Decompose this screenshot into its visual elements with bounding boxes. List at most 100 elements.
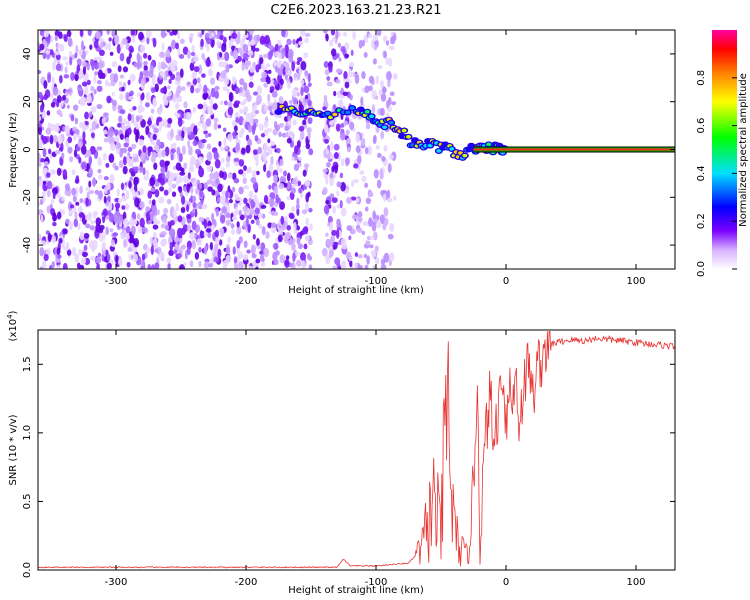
spectrogram-noise-blob (263, 194, 269, 204)
spectrogram-noise-blob (340, 157, 345, 167)
spectrogram-noise-blob (57, 135, 63, 145)
spectrogram-noise-blob (374, 256, 380, 265)
spectrogram-noise-blob (150, 264, 155, 269)
spectrogram-noise-blob (38, 142, 43, 150)
spectrogram-noise-blob (339, 200, 343, 209)
spectrogram-noise-blob (323, 60, 329, 69)
spectrogram-noise-blob (340, 181, 346, 192)
spectrogram-noise-blob (56, 192, 61, 198)
x-tick-label: -100 (365, 276, 388, 287)
spectrogram-noise-blob (213, 121, 218, 131)
spectrogram-noise-blob (115, 255, 119, 263)
spectrogram-noise-blob (267, 145, 273, 156)
spectrogram-noise-blob (145, 30, 152, 39)
spectrogram-noise-blob (256, 238, 260, 246)
spectrogram-noise-blob (335, 123, 341, 132)
spectrogram-noise-blob (253, 194, 258, 203)
spectrogram-noise-blob (157, 141, 161, 147)
spectrogram-noise-blob (65, 218, 70, 225)
spectrogram-noise-blob (284, 125, 290, 131)
spectrogram-noise-blob (209, 172, 215, 180)
spectrogram-noise-blob (288, 99, 293, 105)
ridge-blob-inner (486, 142, 492, 147)
spectrogram-noise-blob (56, 95, 62, 103)
spectrogram-noise-blob (158, 122, 163, 132)
spectrogram-noise-blob (215, 208, 220, 217)
spectrogram-noise-blob (324, 123, 329, 134)
spectrogram-noise-blob (154, 219, 160, 225)
spectrogram-noise-blob (179, 68, 184, 79)
spectrogram-noise-blob (131, 225, 136, 236)
spectrogram-noise-blob (325, 176, 329, 185)
spectrogram-noise-blob (56, 211, 62, 220)
spectrogram-noise-blob (298, 40, 304, 46)
spectrogram-noise-blob (170, 154, 174, 161)
spectrogram-noise-blob (248, 30, 254, 36)
spectrogram-noise-blob (303, 163, 310, 168)
spectrogram-noise-blob (93, 211, 99, 216)
spectrogram-noise-blob (190, 85, 195, 94)
x-tick-label: 0 (503, 276, 509, 287)
spectrogram-noise-blob (268, 44, 274, 51)
spectrogram-noise-blob (256, 34, 260, 42)
spectrogram-noise-blob (324, 138, 329, 144)
spectrogram-noise-blob (63, 74, 70, 79)
spectrogram-noise-blob (380, 92, 387, 102)
spectrogram-noise-blob (245, 144, 251, 154)
spectrogram-noise-blob (169, 241, 174, 252)
spectrogram-noise-blob (305, 143, 311, 150)
spectrogram-noise-blob (132, 156, 138, 163)
spectrogram-noise-blob (129, 236, 135, 243)
spectrogram-noise-blob (65, 61, 69, 66)
spectrogram-noise-blob (123, 238, 127, 248)
spectrogram-noise-blob (161, 32, 168, 37)
spectrogram-noise-blob (150, 245, 154, 255)
spectrogram-noise-blob (361, 175, 367, 183)
spectrogram-noise-blob (248, 265, 254, 269)
spectrogram-noise-blob (297, 57, 303, 62)
spectrogram-noise-blob (38, 201, 41, 207)
spectrogram-noise-blob (349, 94, 353, 101)
spectrogram-noise-blob (303, 52, 309, 59)
spectrogram-noise-blob (41, 111, 47, 119)
spectrogram-noise-blob (103, 176, 109, 181)
spectrogram-noise-blob (193, 66, 200, 73)
spectrogram-noise-blob (49, 264, 53, 269)
spectrogram-noise-blob (67, 37, 73, 47)
spectrogram-noise-blob (49, 134, 54, 145)
spectrogram-noise-blob (158, 196, 165, 204)
spectrogram-noise-blob (62, 228, 68, 235)
spectrogram-noise-blob (95, 223, 101, 233)
spectrogram-noise-blob (290, 206, 296, 213)
spectrogram-noise-blob (297, 243, 303, 250)
spectrogram-noise-blob (74, 128, 80, 135)
spectrogram-noise-blob (248, 81, 254, 88)
spectrogram-noise-blob (387, 233, 394, 240)
spectrogram-noise-blob (370, 235, 375, 240)
spectrogram-noise-blob (139, 217, 145, 228)
spectrogram-noise-blob (376, 179, 382, 189)
spectrogram-noise-blob (387, 197, 393, 203)
spectrogram-noise-blob (160, 223, 166, 229)
ridge-blob-inner (401, 128, 407, 133)
spectrogram-noise-blob (160, 231, 167, 236)
spectrogram-noise-blob (300, 130, 305, 140)
spectrogram-noise-blob (141, 253, 146, 261)
spectrogram-noise-blob (255, 170, 260, 176)
spectrogram-noise-blob (160, 166, 166, 174)
spectrogram-noise-blob (227, 173, 233, 179)
ridge-blob-inner (388, 120, 394, 125)
spectrogram-noise-blob (163, 238, 168, 246)
spectrogram-noise-blob (191, 220, 197, 231)
spectrogram-noise-blob (350, 196, 357, 201)
spectrogram-noise-blob (248, 190, 254, 199)
spectrogram-noise-blob (273, 80, 279, 86)
spectrogram-noise-blob (99, 224, 105, 231)
spectrogram-noise-blob (233, 214, 237, 219)
spectrogram-noise-blob (214, 85, 220, 91)
spectrogram-noise-blob (330, 48, 337, 57)
spectrogram-noise-blob (218, 140, 222, 147)
spectrogram-noise-blob (176, 74, 182, 82)
spectrogram-noise-blob (274, 43, 279, 52)
spectrogram-noise-blob (147, 220, 152, 225)
